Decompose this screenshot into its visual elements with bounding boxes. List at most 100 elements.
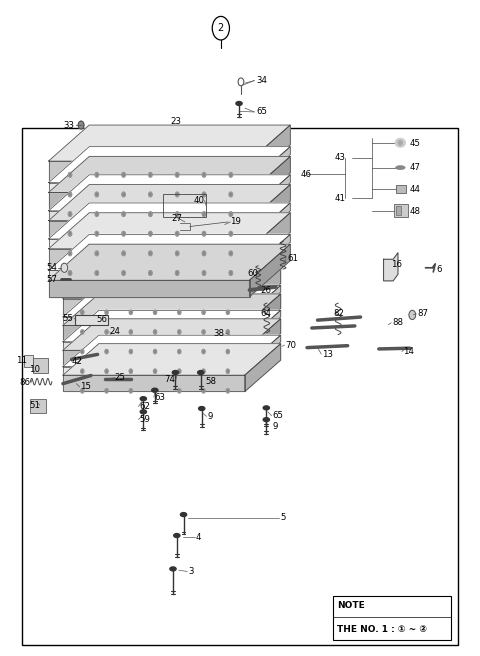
- Circle shape: [178, 350, 181, 354]
- Circle shape: [105, 389, 108, 393]
- Ellipse shape: [180, 512, 187, 516]
- Circle shape: [68, 232, 72, 236]
- Text: 88: 88: [392, 318, 403, 327]
- Bar: [396, 185, 406, 193]
- Circle shape: [81, 389, 84, 393]
- Circle shape: [154, 330, 156, 334]
- Circle shape: [154, 310, 156, 314]
- Circle shape: [176, 173, 179, 177]
- Circle shape: [149, 212, 152, 216]
- Circle shape: [68, 212, 72, 216]
- Circle shape: [129, 369, 132, 373]
- Circle shape: [129, 310, 132, 314]
- Ellipse shape: [198, 371, 204, 375]
- Text: 2: 2: [218, 23, 224, 33]
- Text: 58: 58: [205, 377, 216, 386]
- Circle shape: [178, 369, 181, 373]
- Polygon shape: [48, 157, 290, 192]
- Circle shape: [68, 192, 72, 197]
- Text: 55: 55: [62, 314, 73, 323]
- Polygon shape: [63, 335, 281, 367]
- Text: 45: 45: [410, 139, 421, 148]
- Circle shape: [105, 330, 108, 334]
- Circle shape: [203, 212, 206, 216]
- Circle shape: [61, 263, 68, 272]
- Circle shape: [81, 330, 84, 334]
- Circle shape: [229, 232, 232, 236]
- Bar: [333, 596, 451, 640]
- Polygon shape: [48, 182, 250, 190]
- Circle shape: [226, 330, 229, 334]
- Bar: [396, 205, 401, 215]
- Polygon shape: [250, 184, 290, 237]
- Circle shape: [176, 251, 179, 256]
- Text: 70: 70: [286, 340, 297, 350]
- Circle shape: [95, 232, 98, 236]
- Polygon shape: [63, 285, 281, 317]
- Ellipse shape: [152, 388, 158, 392]
- Bar: [33, 358, 48, 373]
- Polygon shape: [384, 253, 398, 281]
- Circle shape: [129, 389, 132, 393]
- Polygon shape: [250, 157, 290, 209]
- Polygon shape: [250, 147, 290, 190]
- Circle shape: [149, 271, 152, 276]
- Circle shape: [122, 173, 125, 177]
- Text: 26: 26: [260, 285, 271, 295]
- Polygon shape: [63, 325, 245, 340]
- Text: 33: 33: [64, 121, 75, 130]
- Circle shape: [176, 192, 179, 197]
- Circle shape: [81, 369, 84, 373]
- Circle shape: [178, 330, 181, 334]
- Polygon shape: [48, 184, 290, 220]
- Text: 14: 14: [403, 347, 414, 356]
- Text: 16: 16: [391, 260, 402, 269]
- Bar: [394, 203, 408, 216]
- Circle shape: [105, 369, 108, 373]
- Circle shape: [226, 369, 229, 373]
- Polygon shape: [245, 310, 281, 348]
- Text: 59: 59: [140, 415, 150, 424]
- Polygon shape: [250, 203, 290, 247]
- Text: 54: 54: [46, 263, 57, 272]
- Circle shape: [105, 310, 108, 314]
- Polygon shape: [63, 375, 245, 392]
- Text: 25: 25: [115, 373, 126, 382]
- Polygon shape: [48, 249, 250, 268]
- Circle shape: [229, 192, 232, 197]
- Ellipse shape: [263, 406, 269, 410]
- Text: 9: 9: [207, 412, 213, 421]
- Polygon shape: [250, 244, 290, 297]
- Text: 9: 9: [273, 422, 278, 431]
- Polygon shape: [245, 319, 281, 365]
- Circle shape: [122, 251, 125, 256]
- Text: 60: 60: [247, 269, 258, 278]
- Polygon shape: [250, 125, 290, 180]
- Ellipse shape: [172, 371, 179, 375]
- Polygon shape: [245, 294, 281, 340]
- Text: 40: 40: [193, 196, 204, 205]
- Circle shape: [95, 192, 98, 197]
- Polygon shape: [63, 367, 245, 373]
- Circle shape: [122, 232, 125, 236]
- Circle shape: [203, 251, 206, 256]
- Bar: [22, 129, 458, 646]
- Circle shape: [68, 173, 72, 177]
- Polygon shape: [245, 267, 281, 315]
- Circle shape: [203, 192, 206, 197]
- Polygon shape: [63, 344, 281, 375]
- Polygon shape: [63, 342, 245, 348]
- Text: 87: 87: [417, 309, 428, 318]
- Circle shape: [122, 192, 125, 197]
- Polygon shape: [250, 213, 290, 268]
- Text: 82: 82: [333, 309, 344, 318]
- Polygon shape: [48, 174, 290, 211]
- Circle shape: [95, 271, 98, 276]
- Circle shape: [81, 310, 84, 314]
- Text: 63: 63: [155, 393, 166, 402]
- Circle shape: [178, 389, 181, 393]
- Bar: [24, 356, 33, 367]
- Bar: [30, 399, 46, 413]
- Polygon shape: [48, 280, 250, 297]
- Ellipse shape: [396, 166, 405, 170]
